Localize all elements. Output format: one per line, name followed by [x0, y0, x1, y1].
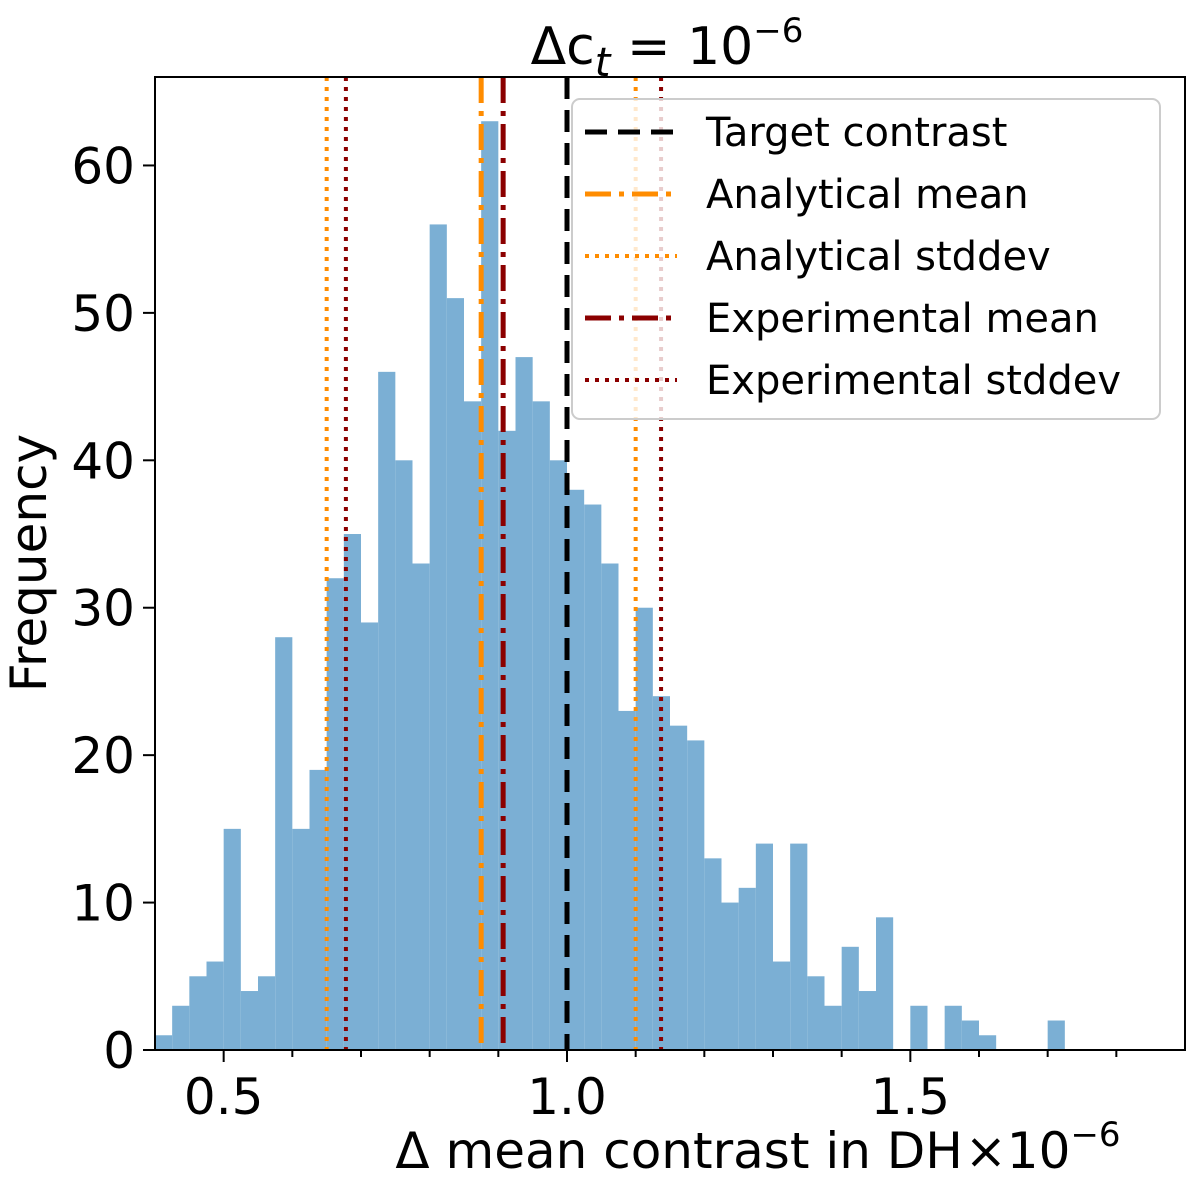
histogram-bar [429, 224, 447, 1050]
histogram-bar [944, 1005, 962, 1050]
histogram-bar [584, 504, 602, 1051]
y-tick-label: 0 [103, 1022, 135, 1080]
y-tick-label: 50 [71, 285, 135, 343]
histogram-bar [258, 976, 276, 1050]
histogram-bar [601, 563, 619, 1050]
histogram-bar [206, 961, 224, 1050]
legend-label: Target contrast [705, 110, 1007, 156]
histogram-bar [189, 976, 207, 1050]
histogram-bar [755, 843, 773, 1050]
histogram-bar [858, 991, 876, 1050]
x-tick-label: 0.5 [184, 1068, 264, 1126]
histogram-bar [979, 1035, 997, 1050]
histogram-bar [172, 1005, 190, 1050]
histogram-bar [309, 769, 327, 1050]
histogram-bar [446, 298, 464, 1050]
y-axis-label: Frequency [0, 434, 58, 692]
histogram-bar [790, 843, 808, 1050]
histogram-bar [326, 578, 344, 1050]
histogram-bar [515, 357, 533, 1050]
y-tick-label: 20 [71, 727, 135, 785]
histogram-bar [155, 1035, 173, 1050]
y-axis-ticks: 0 10 20 30 40 50 60 [71, 137, 155, 1080]
histogram-bar [481, 121, 499, 1050]
x-tick-label: 1.5 [871, 1068, 951, 1126]
y-tick-label: 60 [71, 137, 135, 195]
histogram-bar [721, 902, 739, 1050]
histogram-bar [361, 622, 379, 1050]
histogram-bar [961, 1020, 979, 1050]
histogram-bar [343, 534, 361, 1050]
histogram-bar [292, 828, 310, 1050]
histogram-bars [155, 121, 1065, 1051]
x-tick-label: 1.0 [527, 1068, 607, 1126]
histogram-bar [670, 725, 688, 1050]
histogram-bar [824, 1005, 842, 1050]
histogram-bar [532, 401, 550, 1050]
histogram-bar [240, 991, 258, 1050]
histogram-bar [1047, 1020, 1065, 1050]
histogram-bar [876, 917, 894, 1050]
histogram-bar [395, 460, 413, 1050]
histogram-bar [378, 371, 396, 1050]
legend-box [571, 98, 1161, 420]
histogram-bar [910, 1005, 928, 1050]
legend-label: Analytical mean [706, 172, 1029, 218]
legend-label: Experimental stddev [706, 358, 1121, 404]
histogram-bar [687, 740, 705, 1050]
legend-label: Analytical stddev [706, 234, 1051, 280]
histogram-bar [652, 696, 670, 1050]
histogram-bar [738, 887, 756, 1050]
y-tick-label: 40 [71, 432, 135, 490]
histogram-bar [464, 401, 482, 1050]
histogram-bar [635, 607, 653, 1050]
histogram-bar [275, 637, 293, 1050]
chart-title: Δct = 10−6 [531, 11, 804, 86]
legend-label: Experimental mean [706, 296, 1099, 342]
histogram-bar [841, 946, 859, 1050]
histogram-bar [618, 710, 636, 1050]
histogram-bar [773, 961, 791, 1050]
legend: Target contrast Analytical mean Analytical… [571, 98, 1161, 420]
histogram-bar [807, 976, 825, 1050]
histogram-bar [412, 563, 430, 1050]
y-tick-label: 10 [71, 875, 135, 933]
x-axis-label: Δ mean contrast in DH×10−6 [395, 1115, 1120, 1180]
y-tick-label: 30 [71, 580, 135, 638]
histogram-bar [223, 828, 241, 1050]
histogram-bar [549, 460, 567, 1050]
histogram-bar [567, 489, 585, 1051]
plot-frame [154, 76, 1186, 1051]
x-axis-ticks: 0.5 1.0 1.5 [184, 1050, 1118, 1126]
histogram-bar [704, 858, 722, 1050]
